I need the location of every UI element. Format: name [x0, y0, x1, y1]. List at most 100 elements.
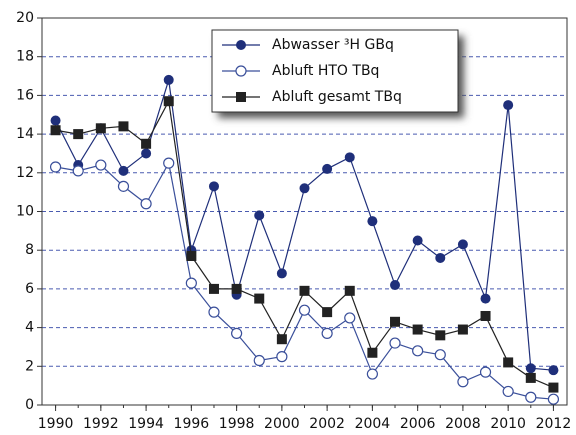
marker	[390, 316, 401, 327]
marker	[208, 283, 219, 294]
marker	[254, 293, 265, 304]
marker	[163, 157, 175, 169]
marker	[366, 368, 378, 380]
x-tick-label: 2010	[490, 416, 526, 432]
legend-marker	[236, 40, 246, 50]
marker	[525, 391, 537, 403]
legend-marker	[235, 65, 247, 77]
marker	[95, 159, 107, 171]
marker	[390, 280, 401, 291]
legend	[211, 29, 459, 113]
marker	[548, 382, 559, 393]
y-tick-label: 12	[16, 165, 34, 181]
y-tick-label: 4	[25, 320, 34, 336]
series-line	[55, 79, 554, 371]
marker	[50, 115, 61, 126]
marker	[231, 327, 243, 340]
y-tick-label: 16	[16, 87, 34, 103]
plot-frame	[41, 17, 568, 406]
marker	[547, 393, 560, 405]
x-tick-label: 2012	[536, 416, 572, 432]
y-tick-label: 20	[16, 10, 34, 26]
marker	[525, 372, 536, 383]
marker	[208, 306, 220, 318]
x-tick-label: 1992	[83, 416, 119, 432]
marker	[344, 285, 355, 296]
marker	[118, 165, 129, 176]
marker	[231, 283, 242, 294]
marker	[322, 307, 333, 318]
marker	[141, 138, 152, 149]
marker	[480, 293, 491, 304]
y-tick-label: 18	[16, 49, 34, 65]
series	[50, 74, 559, 376]
marker	[412, 345, 424, 357]
marker	[457, 376, 469, 388]
marker	[140, 198, 152, 210]
x-tick-label: 1990	[38, 416, 74, 432]
x-tick-label: 2000	[264, 416, 300, 432]
marker	[344, 312, 356, 324]
marker	[276, 334, 287, 345]
series	[50, 96, 559, 393]
y-tick-label: 10	[16, 204, 34, 220]
marker	[186, 251, 197, 262]
y-tick-label: 14	[16, 126, 34, 142]
marker	[525, 363, 536, 374]
marker	[276, 351, 288, 363]
x-tick-label: 2006	[400, 416, 436, 432]
marker	[163, 74, 174, 85]
marker	[435, 330, 446, 341]
marker	[253, 354, 265, 367]
marker	[503, 100, 514, 111]
series-line	[55, 99, 554, 389]
marker	[299, 183, 310, 194]
marker	[322, 163, 333, 174]
marker	[367, 216, 378, 227]
marker	[73, 129, 84, 140]
marker	[389, 337, 401, 349]
y-tick-label: 2	[25, 358, 34, 374]
x-tick-label: 2002	[309, 416, 345, 432]
marker	[434, 349, 446, 361]
x-tick-label: 2008	[445, 416, 481, 432]
marker	[299, 285, 310, 296]
y-tick-label: 8	[25, 242, 34, 258]
marker	[208, 181, 219, 192]
marker	[298, 304, 311, 316]
marker	[479, 366, 492, 378]
marker	[163, 96, 174, 107]
x-tick-label: 1994	[128, 416, 164, 432]
marker	[412, 235, 423, 246]
legend-label: Abluft gesamt TBq	[272, 89, 402, 105]
marker	[117, 180, 130, 192]
y-tick-label: 0	[25, 397, 34, 413]
series	[49, 157, 560, 405]
marker	[118, 121, 129, 132]
marker	[321, 327, 333, 340]
marker	[49, 161, 62, 173]
marker	[503, 357, 514, 368]
marker	[344, 152, 355, 163]
marker	[276, 268, 287, 279]
x-tick-label: 1998	[219, 416, 255, 432]
legend-label: Abluft HTO TBq	[272, 63, 379, 79]
y-tick-label: 6	[25, 281, 34, 297]
marker	[548, 365, 559, 376]
marker	[412, 324, 423, 335]
legend-marker	[236, 92, 246, 102]
marker	[95, 123, 106, 134]
marker	[50, 125, 61, 136]
marker	[254, 210, 265, 221]
x-tick-label: 1996	[174, 416, 210, 432]
marker	[480, 310, 491, 321]
marker	[457, 239, 468, 250]
marker	[502, 385, 514, 398]
marker	[457, 324, 468, 335]
marker	[185, 277, 197, 289]
marker	[367, 347, 378, 358]
marker	[72, 165, 84, 177]
legend-label: Abwasser ³H GBq	[272, 37, 394, 53]
